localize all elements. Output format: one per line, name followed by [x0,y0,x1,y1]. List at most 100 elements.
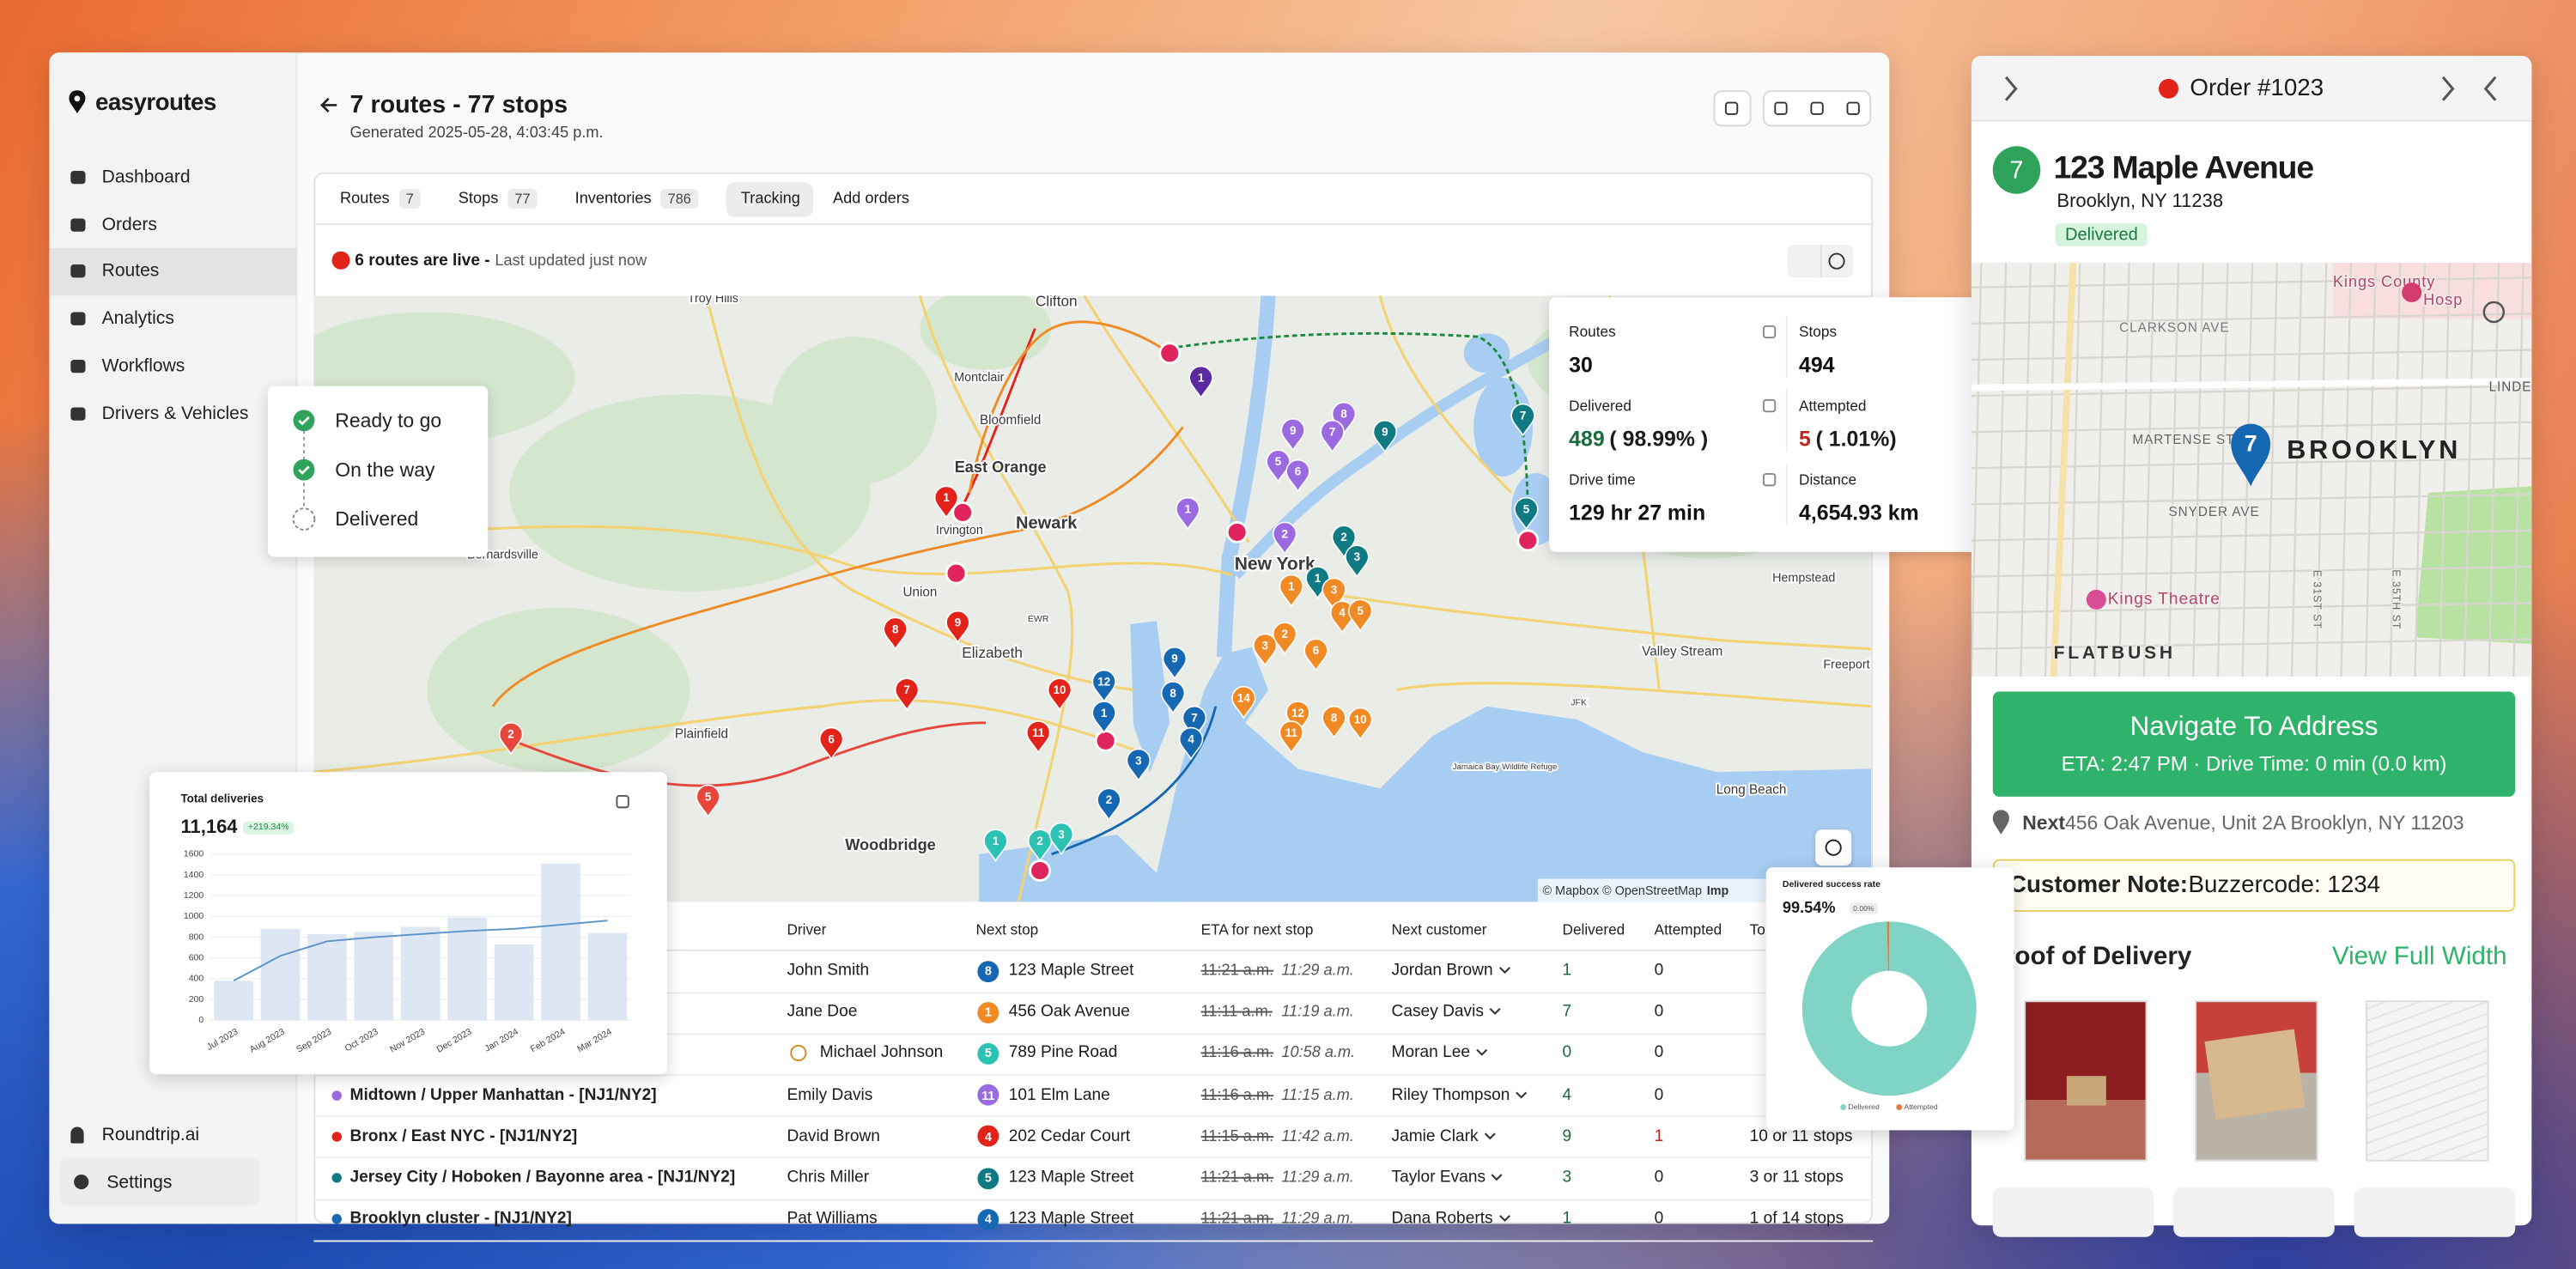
order-dot [2159,78,2178,99]
play-button[interactable] [1787,245,1820,278]
driver: David Brown [787,1127,880,1146]
nav-arrow[interactable] [2004,76,2018,101]
chevron [1475,1049,1487,1057]
map-pin [894,677,920,712]
toolbar-button[interactable] [1713,90,1752,127]
tab[interactable]: Tracking [740,189,800,209]
legend-label: Delivered [1848,1102,1880,1111]
route-name: Bronx / East NYC - [NJ1/NY2] [349,1127,578,1146]
tab[interactable]: Stops [458,189,499,209]
street [1971,565,2532,578]
pin-label: 11 [1032,726,1045,739]
stop-badge [977,1167,999,1189]
street [1971,529,2532,542]
pin-label: 1 [1315,572,1321,585]
road [1083,295,1250,543]
map-pin [1279,574,1303,608]
nav-arrow[interactable] [2441,76,2455,101]
nav-item[interactable]: Workflows [101,355,185,376]
nav-item[interactable]: Analytics [101,308,174,329]
column-header: Delivered [1562,921,1625,938]
attempted: 0 [1654,1085,1664,1104]
place-label: Newark [1016,514,1078,533]
place-label: Bloomfield [980,413,1041,428]
map-pin [1345,544,1370,579]
action-button[interactable] [2354,1187,2516,1237]
avenue [1971,378,2532,392]
nav-item[interactable]: Orders [101,215,157,234]
nav-icon [70,406,86,420]
street-label: FLATBUSH [2054,643,2176,663]
bar [400,926,440,1021]
y-tick-label: 1600 [184,849,204,859]
stop-number: 5 [984,1170,992,1186]
legend-item: Ready to go [335,409,442,433]
toolbar-button[interactable] [1762,90,1872,127]
route-dot [331,1173,342,1183]
customer: Riley Thompson [1391,1085,1510,1104]
customer: Jordan Brown [1391,962,1493,981]
map-pin [1321,577,1346,611]
view-full-link[interactable]: View Full Width [2331,943,2507,971]
tab[interactable]: Routes [340,189,390,209]
total: 1 of 14 stops [1749,1210,1844,1229]
stat-icon [1762,473,1777,487]
toolbar-icon [1810,101,1824,115]
pin-label: 3 [1261,639,1267,652]
attempted: 1 [1654,1127,1664,1146]
note-box [1992,859,2516,912]
nav-item[interactable]: Drivers & Vehicles [101,403,249,423]
pin-label: 8 [1340,408,1347,421]
stop-dot [1225,520,1249,543]
nav-arrow[interactable] [2483,76,2497,101]
nav-item[interactable]: Dashboard [101,167,191,188]
logo-dot [74,95,81,102]
card-icon [616,795,629,809]
tab[interactable]: Inventories [574,189,652,209]
deliveries-chart: 0 200 400 600 800 1000 1200 1400 1600 Jul 2023 Aug… [184,849,631,1055]
row-line [313,991,1874,993]
settings-icon [74,1174,89,1190]
stats-divider [1785,463,1788,526]
pin-label: 10 [1354,713,1367,726]
park [920,295,1052,370]
map-pin [1329,600,1355,634]
route-name: Brooklyn cluster - [NJ1/NY2] [349,1210,572,1229]
place-label: New York [1235,555,1315,574]
pin-label: 3 [1058,828,1064,841]
chevron-icon [1516,1090,1528,1098]
pin-label: 5 [705,790,712,803]
stop-circle [1992,146,2041,194]
stat-icon [1762,325,1777,339]
place-label: Clifton [1036,295,1078,309]
stop-badge [977,1084,999,1106]
pin-label: 4 [1188,732,1194,745]
pin-label: 14 [1237,692,1250,705]
pin-label: 8 [1170,687,1176,700]
map-pin [1279,720,1303,754]
tab[interactable]: Add orders [833,189,909,209]
navigate-button[interactable] [1992,691,2516,797]
card-value: 11,164 [180,817,238,838]
chevron [1498,1215,1510,1223]
pin-label: 3 [1331,583,1337,596]
route-line [1051,706,1218,856]
chevron [1484,1132,1496,1139]
total: 10 or 11 stops [1749,1127,1853,1146]
photo [2366,1000,2489,1162]
action-button[interactable] [2173,1187,2335,1237]
attempted: 0 [1654,962,1664,981]
pin-label: 2 [1036,835,1042,847]
map-pin [498,722,524,756]
map-pin [1188,365,1213,399]
stop-dot [945,562,968,585]
street [2439,263,2451,677]
action-button[interactable] [1992,1187,2154,1237]
pin-label: 1 [993,835,999,847]
account[interactable]: Roundtrip.ai [101,1125,200,1145]
y-tick-label: 600 [189,952,204,962]
settings[interactable]: Settings [106,1173,173,1193]
pin-label: 6 [1295,465,1301,478]
nav-item[interactable]: Routes [101,261,160,282]
map-pin [1285,701,1310,734]
